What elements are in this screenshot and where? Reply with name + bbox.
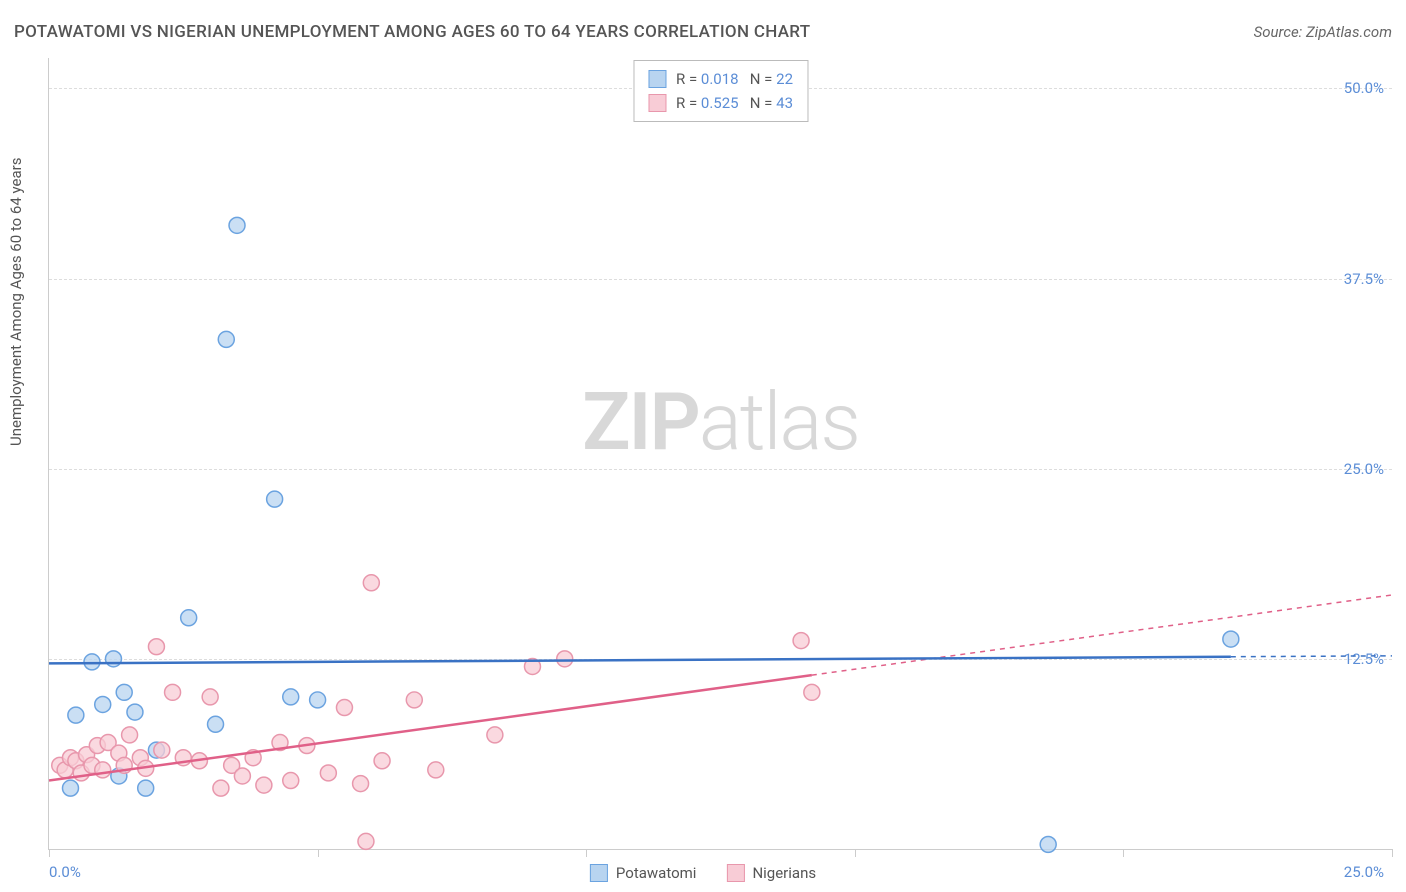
data-point: [1040, 836, 1056, 852]
chart-plot-area: ZIPatlas 50.0%37.5%25.0%12.5% R = 0.018 …: [48, 58, 1392, 850]
data-point: [283, 689, 299, 705]
data-point: [1223, 631, 1239, 647]
data-point: [353, 776, 369, 792]
data-point: [229, 217, 245, 233]
legend-swatch-icon: [590, 864, 608, 882]
data-point: [336, 700, 352, 716]
legend-swatch-potawatomi: [648, 70, 666, 88]
scatter-plot: [49, 58, 1392, 849]
data-point: [165, 684, 181, 700]
data-point: [154, 742, 170, 758]
data-point: [406, 692, 422, 708]
x-axis-end-label: 25.0%: [1344, 863, 1384, 881]
legend-label: Nigerians: [752, 864, 816, 882]
legend-swatch-nigerians: [648, 94, 666, 112]
legend-row-potawatomi: R = 0.018 N = 22: [648, 67, 793, 91]
data-point: [181, 610, 197, 626]
legend-item-nigerians: Nigerians: [726, 864, 816, 882]
data-point: [256, 777, 272, 793]
data-point: [428, 762, 444, 778]
data-point: [127, 704, 143, 720]
data-point: [234, 768, 250, 784]
x-axis-start-label: 0.0%: [49, 863, 81, 881]
data-point: [138, 780, 154, 796]
data-point: [363, 575, 379, 591]
data-point: [320, 765, 336, 781]
source-label: Source: ZipAtlas.com: [1254, 23, 1392, 41]
data-point: [213, 780, 229, 796]
data-point: [310, 692, 326, 708]
data-point: [202, 689, 218, 705]
data-point: [116, 684, 132, 700]
data-point: [122, 727, 138, 743]
data-point: [148, 639, 164, 655]
data-point: [68, 707, 84, 723]
data-point: [557, 651, 573, 667]
data-point: [105, 651, 121, 667]
y-axis-title: Unemployment Among Ages 60 to 64 years: [7, 158, 25, 446]
legend-swatch-icon: [726, 864, 744, 882]
legend-label: Potawatomi: [616, 864, 697, 882]
legend-item-potawatomi: Potawatomi: [590, 864, 697, 882]
data-point: [62, 780, 78, 796]
correlation-legend: R = 0.018 N = 22 R = 0.525 N = 43: [633, 60, 808, 122]
data-point: [793, 633, 809, 649]
data-point: [218, 331, 234, 347]
data-point: [95, 762, 111, 778]
data-point: [267, 491, 283, 507]
legend-row-nigerians: R = 0.525 N = 43: [648, 91, 793, 115]
data-point: [283, 773, 299, 789]
data-point: [487, 727, 503, 743]
data-point: [358, 833, 374, 849]
data-point: [208, 716, 224, 732]
data-point: [95, 697, 111, 713]
data-point: [374, 753, 390, 769]
chart-title: POTAWATOMI VS NIGERIAN UNEMPLOYMENT AMON…: [14, 22, 810, 42]
series-legend: Potawatomi Nigerians: [590, 864, 816, 882]
data-point: [804, 684, 820, 700]
